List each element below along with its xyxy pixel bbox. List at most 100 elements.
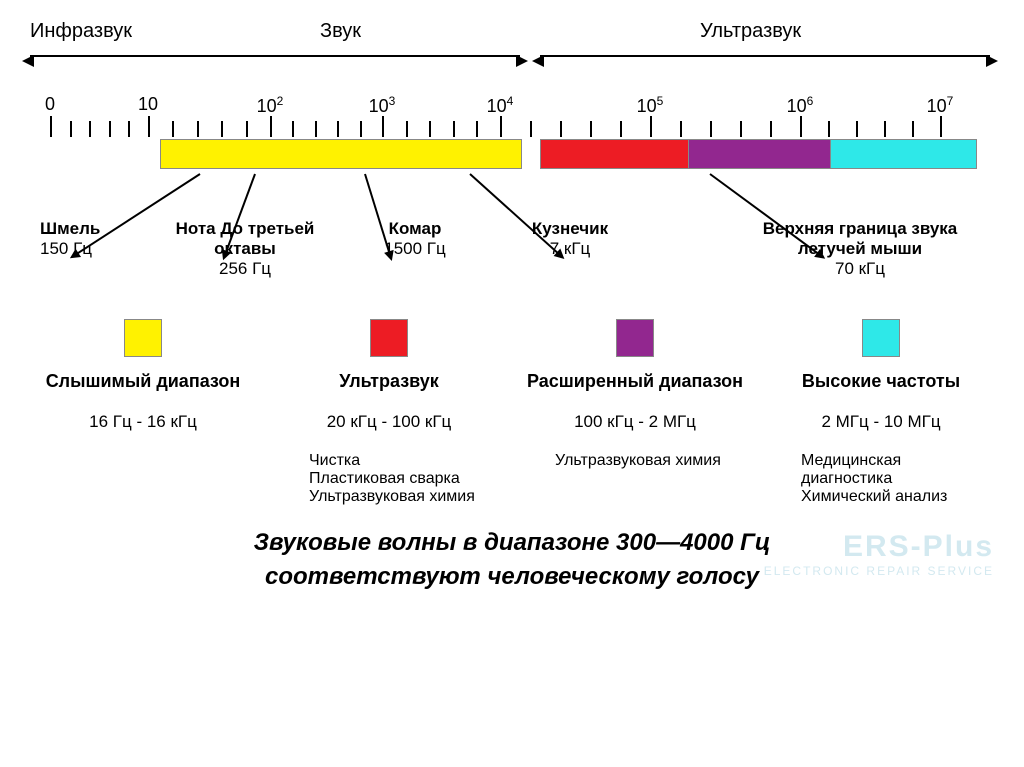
minor-tick	[770, 121, 772, 137]
example-title: Верхняя граница звука летучей мыши	[730, 219, 990, 259]
example-frequency: 256 Гц	[160, 259, 330, 279]
major-tick	[800, 116, 802, 137]
legend-swatch	[616, 319, 654, 357]
minor-tick	[109, 121, 111, 137]
minor-tick	[292, 121, 294, 137]
minor-tick	[128, 121, 130, 137]
example-item: Комар1500 Гц	[355, 219, 475, 259]
minor-tick	[221, 121, 223, 137]
frequency-axis: 0 10 102 103 104 105 106 107	[20, 49, 1004, 139]
range-row: 16 Гц - 16 кГц 20 кГц - 100 кГц 100 кГц - …	[20, 412, 1004, 432]
minor-tick	[710, 121, 712, 137]
tick-label: 106	[787, 94, 814, 117]
spectrum-band	[830, 139, 977, 169]
tick-label: 102	[257, 94, 284, 117]
spectrum-band	[160, 139, 522, 169]
spectrum-band	[540, 139, 690, 169]
major-tick	[940, 116, 942, 137]
region-labels: Инфразвук Звук Ультразвук	[20, 20, 1004, 44]
legend-label: Ультразвук	[279, 371, 499, 392]
major-tick	[50, 116, 52, 137]
tick-label: 10	[138, 94, 158, 115]
region-infra: Инфразвук	[30, 20, 132, 43]
region-ultra: Ультразвук	[700, 20, 801, 43]
example-item: Нота До третьей октавы256 Гц	[160, 219, 330, 279]
minor-tick	[337, 121, 339, 137]
minor-tick	[70, 121, 72, 137]
example-title: Кузнечик	[510, 219, 630, 239]
legend-item: Высокие частоты	[771, 319, 991, 392]
tick-label: 0	[45, 94, 55, 115]
minor-tick	[429, 121, 431, 137]
applications-list: Ультразвуковая химия	[525, 452, 745, 506]
range-label: 100 кГц - 2 МГц	[525, 412, 745, 432]
minor-tick	[620, 121, 622, 137]
examples-row: Шмель150 Гц Нота До третьей октавы256 Гц К…	[20, 219, 1004, 299]
minor-tick	[828, 121, 830, 137]
minor-tick	[197, 121, 199, 137]
region-sound: Звук	[320, 20, 361, 43]
minor-tick	[590, 121, 592, 137]
range-label: 16 Гц - 16 кГц	[33, 412, 253, 432]
example-title: Шмель	[40, 219, 140, 239]
example-frequency: 150 Гц	[40, 239, 140, 259]
legend-item: Ультразвук	[279, 319, 499, 392]
example-item: Шмель150 Гц	[40, 219, 140, 259]
minor-tick	[884, 121, 886, 137]
application-item: Ультразвуковая химия	[309, 488, 499, 506]
example-frequency: 7 кГц	[510, 239, 630, 259]
major-tick	[148, 116, 150, 137]
footer-text: Звуковые волны в диапазоне 300—4000 Гц с…	[20, 526, 1004, 593]
minor-tick	[453, 121, 455, 137]
spectrum-band	[688, 139, 832, 169]
tick-label: 103	[369, 94, 396, 117]
minor-tick	[560, 121, 562, 137]
legend-label: Расширенный диапазон	[525, 371, 745, 392]
legend-label: Слышимый диапазон	[33, 371, 253, 392]
minor-tick	[912, 121, 914, 137]
legend-swatch	[124, 319, 162, 357]
example-title: Комар	[355, 219, 475, 239]
tick-label: 104	[487, 94, 514, 117]
legend-swatch	[862, 319, 900, 357]
minor-tick	[315, 121, 317, 137]
minor-tick	[740, 121, 742, 137]
legend-row: Слышимый диапазон Ультразвук Расширенный д…	[20, 319, 1004, 392]
major-tick	[270, 116, 272, 137]
major-tick	[500, 116, 502, 137]
example-frequency: 1500 Гц	[355, 239, 475, 259]
minor-tick	[172, 121, 174, 137]
application-item: Чистка	[309, 452, 499, 470]
minor-tick	[360, 121, 362, 137]
application-item: Медицинская диагностика	[801, 452, 991, 488]
minor-tick	[246, 121, 248, 137]
legend-item: Расширенный диапазон	[525, 319, 745, 392]
tick-label: 107	[927, 94, 954, 117]
major-tick	[382, 116, 384, 137]
minor-tick	[530, 121, 532, 137]
axis-range-arrow	[540, 55, 990, 57]
legend-item: Слышимый диапазон	[33, 319, 253, 392]
applications-list: Медицинская диагностикаХимический анализ	[771, 452, 991, 506]
axis-range-arrow	[30, 55, 520, 57]
example-title: Нота До третьей октавы	[160, 219, 330, 259]
apps-row: ЧисткаПластиковая сваркаУльтразвуковая х…	[20, 452, 1004, 506]
range-label: 2 МГц - 10 МГц	[771, 412, 991, 432]
range-label: 20 кГц - 100 кГц	[279, 412, 499, 432]
example-item: Кузнечик7 кГц	[510, 219, 630, 259]
applications-list	[33, 452, 253, 506]
minor-tick	[476, 121, 478, 137]
footer-line2: соответствуют человеческому голосу	[20, 560, 1004, 594]
footer-line1: Звуковые волны в диапазоне 300—4000 Гц	[20, 526, 1004, 560]
legend-label: Высокие частоты	[771, 371, 991, 392]
major-tick	[650, 116, 652, 137]
application-item: Пластиковая сварка	[309, 470, 499, 488]
minor-tick	[680, 121, 682, 137]
tick-label: 105	[637, 94, 664, 117]
minor-tick	[406, 121, 408, 137]
minor-tick	[856, 121, 858, 137]
example-item: Верхняя граница звука летучей мыши70 кГц	[730, 219, 990, 279]
example-frequency: 70 кГц	[730, 259, 990, 279]
minor-tick	[89, 121, 91, 137]
legend-swatch	[370, 319, 408, 357]
